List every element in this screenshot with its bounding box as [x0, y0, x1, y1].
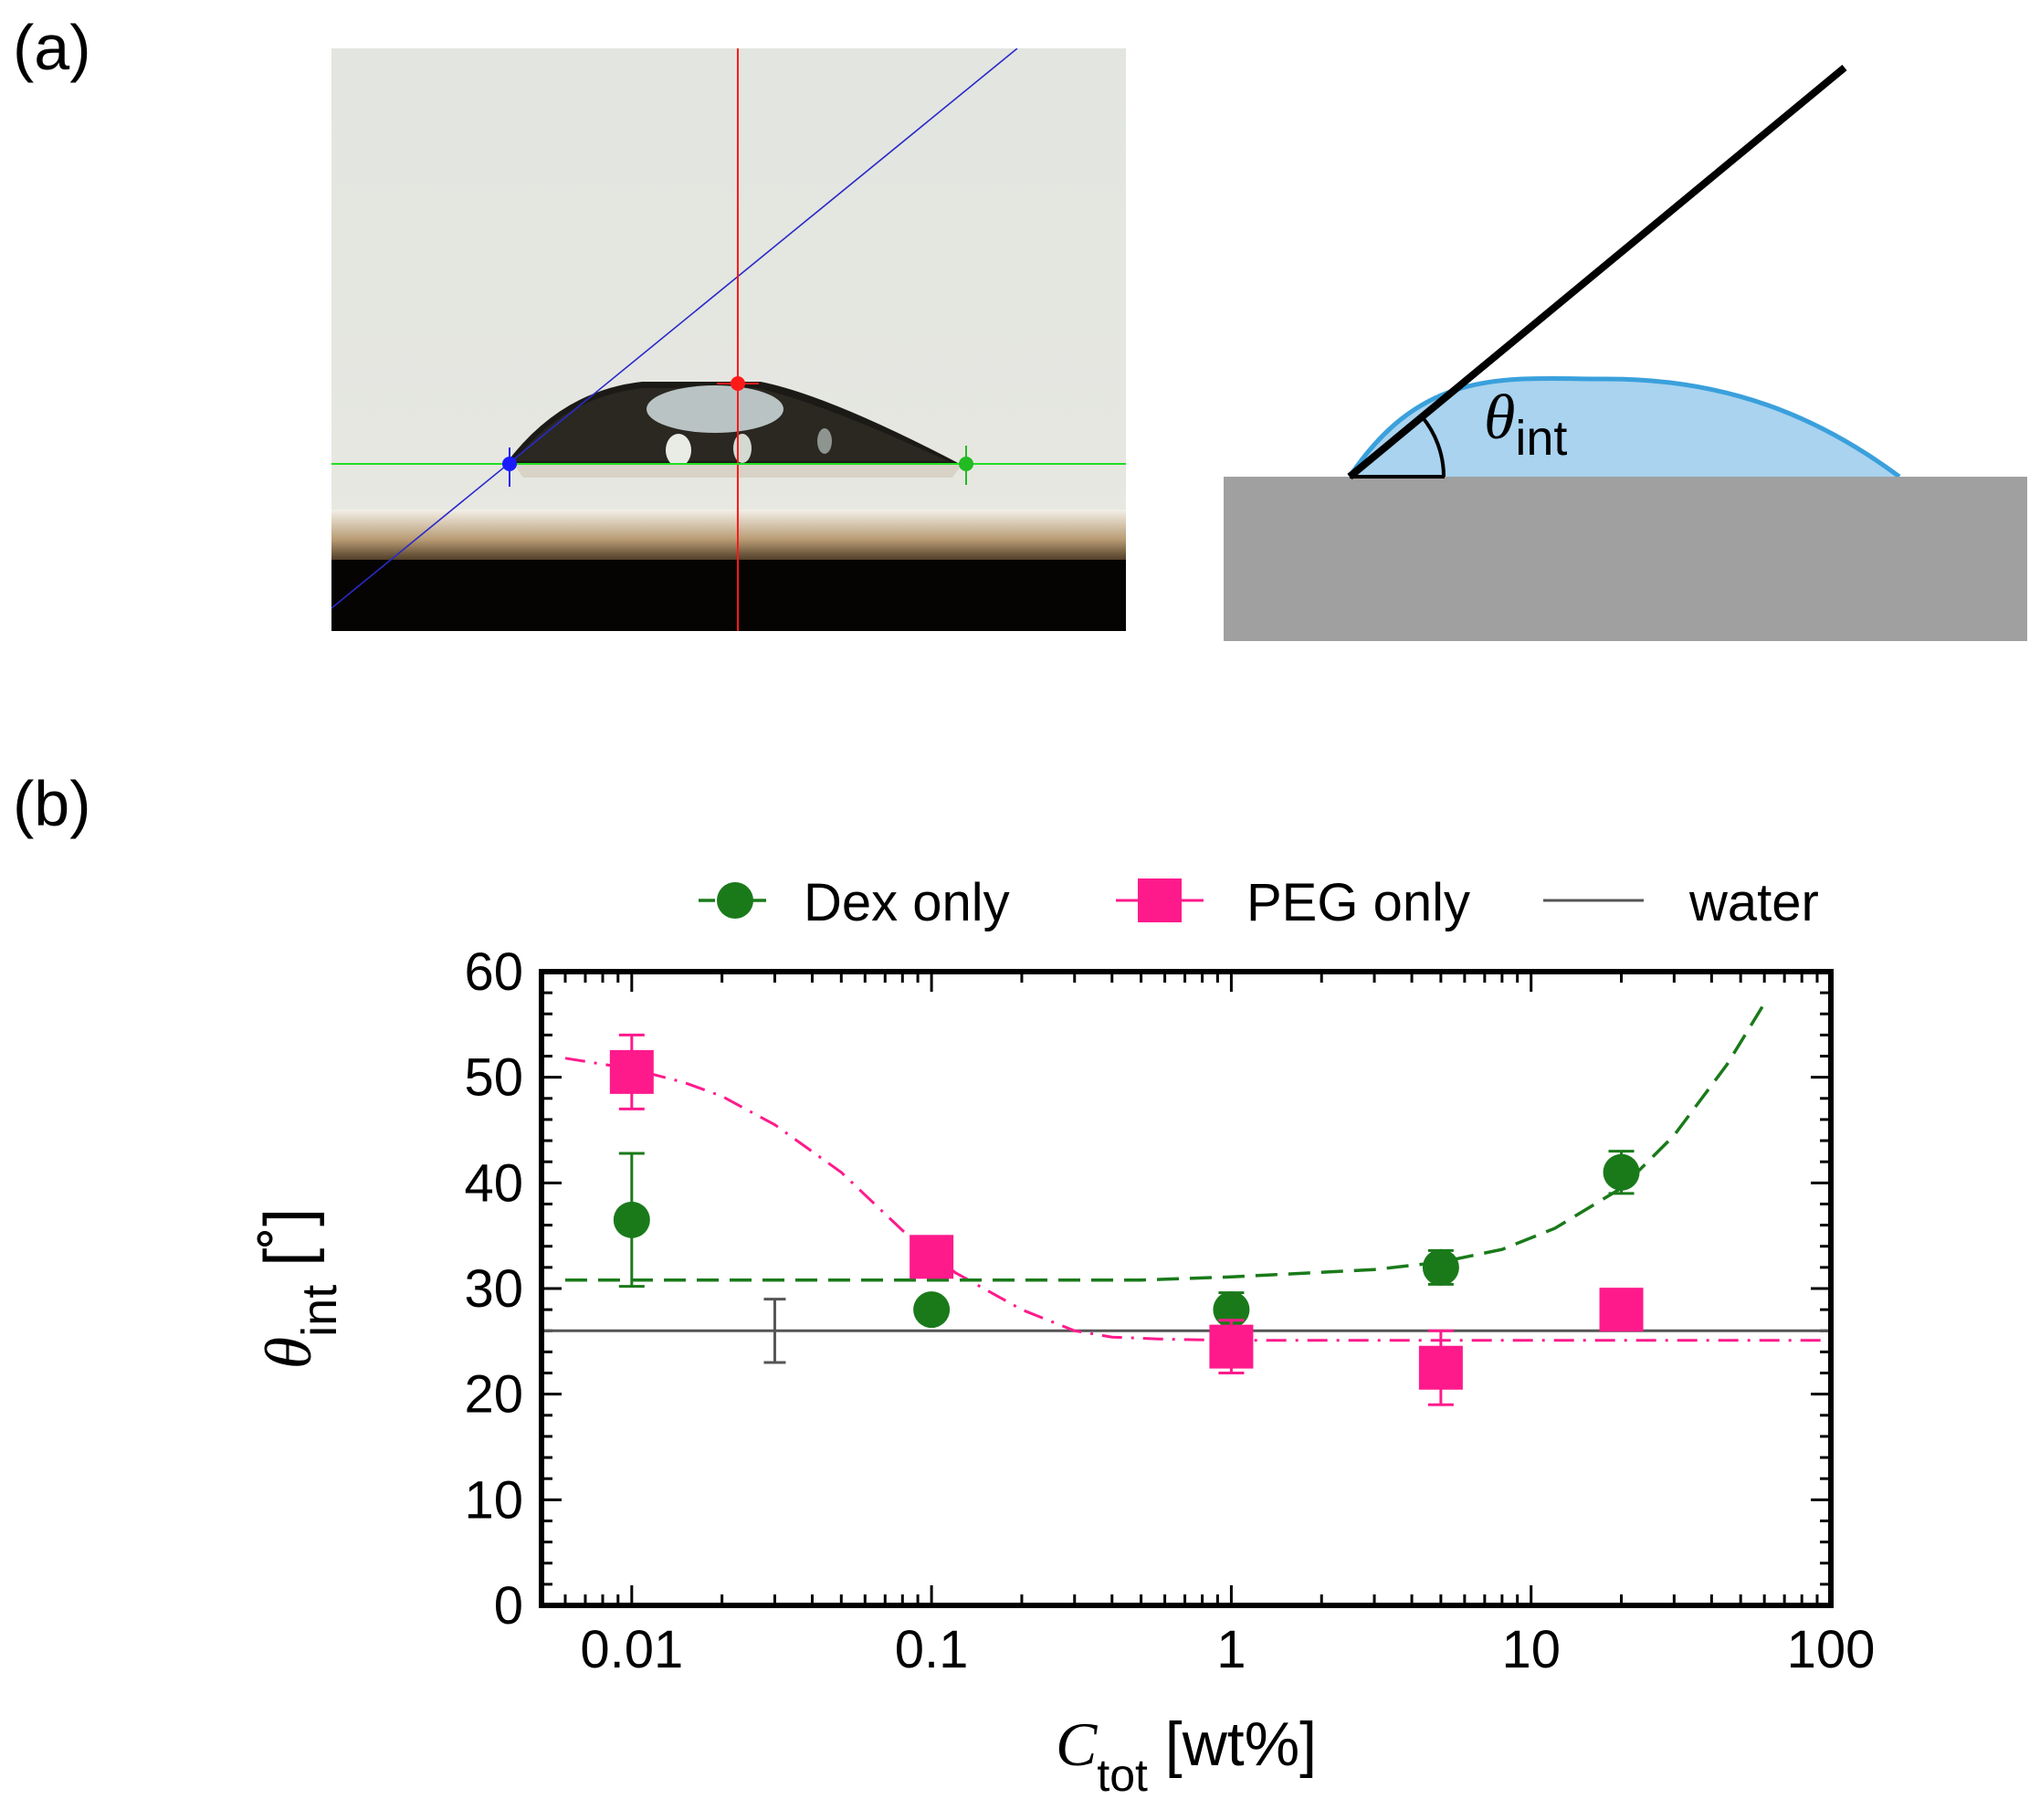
- y-tick-label: 10: [464, 1470, 523, 1530]
- dex-point: [1213, 1291, 1250, 1329]
- y-tick-label: 40: [464, 1153, 523, 1213]
- legend-peg-label: PEG only: [1246, 873, 1470, 932]
- peg-point: [609, 1049, 654, 1094]
- legend-water-label: water: [1688, 873, 1819, 932]
- dex-point: [613, 1201, 650, 1238]
- schematic-droplet: [1350, 378, 1899, 477]
- contact-angle-schematic: θint: [1224, 64, 2027, 641]
- y-tick-label: 30: [464, 1259, 523, 1319]
- theta-label: θint: [1484, 383, 1567, 466]
- plot-frame: [539, 969, 1834, 1608]
- angle-arc: [1420, 415, 1446, 478]
- panel-label-b: (b): [13, 768, 91, 839]
- y-tick-label: 20: [464, 1365, 523, 1425]
- peg-point: [910, 1235, 954, 1279]
- x-tick-label: 1: [1216, 1620, 1246, 1679]
- y-tick-label: 0: [494, 1576, 523, 1636]
- peg-point: [1599, 1288, 1644, 1332]
- x-axis-label: Ctot [wt%]: [1056, 1710, 1317, 1801]
- x-tick-label: 0.01: [580, 1620, 683, 1679]
- x-tick-label: 10: [1501, 1620, 1561, 1679]
- x-tick-label: 0.1: [895, 1620, 969, 1679]
- peg-point: [1418, 1345, 1463, 1390]
- y-tick-label: 60: [464, 942, 523, 1002]
- dex-point: [913, 1291, 951, 1329]
- panel-label-a: (a): [13, 12, 91, 83]
- dex-point: [1422, 1248, 1459, 1286]
- contact-angle-photo: [331, 48, 1126, 631]
- legend-dex-label: Dex only: [804, 873, 1010, 932]
- legend: Dex only PEG only water: [699, 873, 1819, 932]
- legend-peg-marker: [1138, 878, 1182, 922]
- dex-point: [1603, 1153, 1640, 1191]
- substrate: [1224, 477, 2027, 641]
- y-axis-label: θint [˚]: [252, 1208, 347, 1369]
- peg-point: [1209, 1324, 1254, 1369]
- contact-angle-chart: 0.01 0.1 1 10 100 0 10 20 30 40 50 60 Ctot [wt%] θint…: [252, 873, 1876, 1801]
- tangent-line: [331, 48, 1018, 609]
- legend-dex-marker: [717, 882, 753, 919]
- y-tick-label: 50: [464, 1048, 523, 1108]
- tangent-line: [1347, 64, 1847, 480]
- x-tick-label: 100: [1787, 1620, 1876, 1679]
- dex-fit-curve: [565, 1002, 1766, 1282]
